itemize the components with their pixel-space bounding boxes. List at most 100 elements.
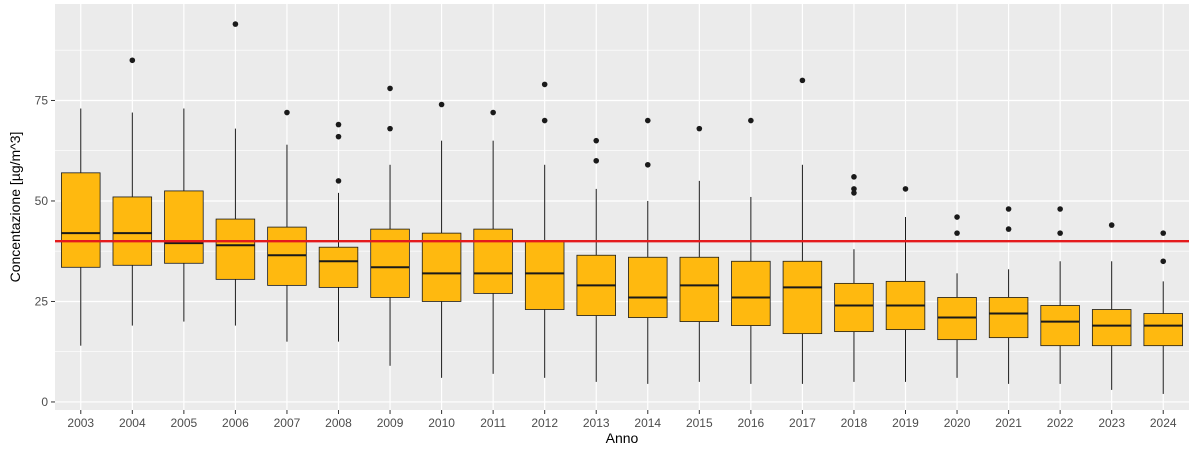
box-2006 xyxy=(215,21,256,326)
x-tick-label: 2007 xyxy=(274,416,301,430)
box-2005 xyxy=(164,108,204,322)
outlier-point xyxy=(954,214,960,220)
outlier-point xyxy=(748,117,754,124)
box-2020 xyxy=(937,214,977,378)
box-2003 xyxy=(61,108,101,346)
iqr-box xyxy=(421,232,462,302)
box-2014 xyxy=(628,117,668,384)
iqr-box xyxy=(1091,309,1132,347)
box-2019 xyxy=(885,186,926,382)
outlier-point xyxy=(593,157,600,164)
y-tick-label: 25 xyxy=(35,294,49,308)
x-tick-label: 2005 xyxy=(171,416,198,430)
x-axis-title: Anno xyxy=(606,430,639,446)
iqr-box xyxy=(215,218,256,280)
iqr-box xyxy=(628,256,668,318)
iqr-box xyxy=(61,172,101,268)
x-tick-label: 2016 xyxy=(738,416,765,430)
iqr-box xyxy=(318,246,359,288)
box-2007 xyxy=(267,109,307,342)
outlier-point xyxy=(232,21,239,27)
x-tick-label: 2019 xyxy=(892,416,919,430)
iqr-box xyxy=(937,297,977,341)
box-2017 xyxy=(782,77,823,384)
x-tick-label: 2003 xyxy=(67,416,94,430)
outlier-point xyxy=(387,85,393,92)
x-tick-label: 2020 xyxy=(944,416,971,430)
box-2012 xyxy=(524,81,565,378)
iqr-box xyxy=(267,226,307,286)
x-tick-label: 2017 xyxy=(789,416,816,430)
box-2015 xyxy=(679,125,720,382)
box-2010 xyxy=(421,101,462,378)
iqr-box xyxy=(782,260,823,335)
x-tick-label: 2009 xyxy=(377,416,404,430)
box-2016 xyxy=(731,117,771,384)
outlier-point xyxy=(1057,206,1063,212)
x-tick-label: 2006 xyxy=(222,416,249,430)
iqr-box xyxy=(112,196,153,266)
outlier-point xyxy=(335,178,342,184)
plot-panel xyxy=(55,4,1189,410)
outlier-point xyxy=(593,137,600,144)
x-tick-label: 2011 xyxy=(480,416,506,430)
outlier-point xyxy=(1005,226,1012,232)
iqr-box xyxy=(679,256,720,322)
box-2023 xyxy=(1091,222,1132,390)
outlier-point xyxy=(284,109,290,116)
x-tick-label: 2008 xyxy=(325,416,352,430)
x-tick-label: 2004 xyxy=(119,416,146,430)
x-tick-label: 2018 xyxy=(841,416,868,430)
outlier-point xyxy=(1005,206,1012,212)
outlier-point xyxy=(1160,230,1167,236)
outlier-point xyxy=(541,81,548,88)
outlier-point xyxy=(541,117,548,124)
outlier-point xyxy=(1160,258,1167,265)
outlier-point xyxy=(1108,222,1115,228)
outlier-point xyxy=(696,125,703,132)
outlier-point xyxy=(490,109,496,116)
iqr-box xyxy=(834,282,874,333)
x-tick-label: 2021 xyxy=(995,416,1022,430)
outlier-point xyxy=(387,125,393,132)
y-tick-label: 0 xyxy=(41,395,48,409)
box-2022 xyxy=(1040,206,1080,384)
outlier-point xyxy=(851,186,857,192)
x-tick-label: 2012 xyxy=(531,416,558,430)
x-tick-label: 2023 xyxy=(1098,416,1125,430)
x-tick-label: 2013 xyxy=(583,416,610,430)
outlier-point xyxy=(644,117,651,124)
x-axis-ticks: 2003 2004 2005 2006 2007 2008 2009 2010 2011 2012… xyxy=(67,410,1177,430)
x-tick-label: 2014 xyxy=(634,416,661,430)
y-axis-title: Concentazione [µg/m^3] xyxy=(7,132,23,283)
outlier-point xyxy=(438,101,445,108)
y-tick-label: 75 xyxy=(35,93,49,107)
box-2011 xyxy=(473,109,513,374)
box-2018 xyxy=(834,174,874,382)
outlier-point xyxy=(902,186,909,192)
iqr-box xyxy=(1143,313,1183,347)
iqr-box xyxy=(524,240,565,310)
x-tick-label: 2024 xyxy=(1150,416,1177,430)
iqr-box xyxy=(164,190,204,264)
box-2013 xyxy=(576,137,616,382)
outlier-point xyxy=(644,161,651,168)
box-2008 xyxy=(318,121,359,342)
outlier-point xyxy=(851,190,857,196)
y-tick-label: 50 xyxy=(35,194,49,208)
iqr-box xyxy=(731,260,771,326)
box-2004 xyxy=(112,57,153,326)
outlier-point xyxy=(851,174,857,180)
box-2024 xyxy=(1143,230,1183,394)
outlier-point xyxy=(335,121,342,128)
x-tick-label: 2022 xyxy=(1047,416,1074,430)
x-tick-label: 2015 xyxy=(686,416,713,430)
iqr-box xyxy=(1040,305,1080,347)
outlier-point xyxy=(129,57,136,64)
boxes xyxy=(61,21,1183,394)
outlier-point xyxy=(799,77,806,84)
outlier-point xyxy=(335,133,342,140)
iqr-box xyxy=(988,297,1029,339)
iqr-box xyxy=(473,228,513,294)
